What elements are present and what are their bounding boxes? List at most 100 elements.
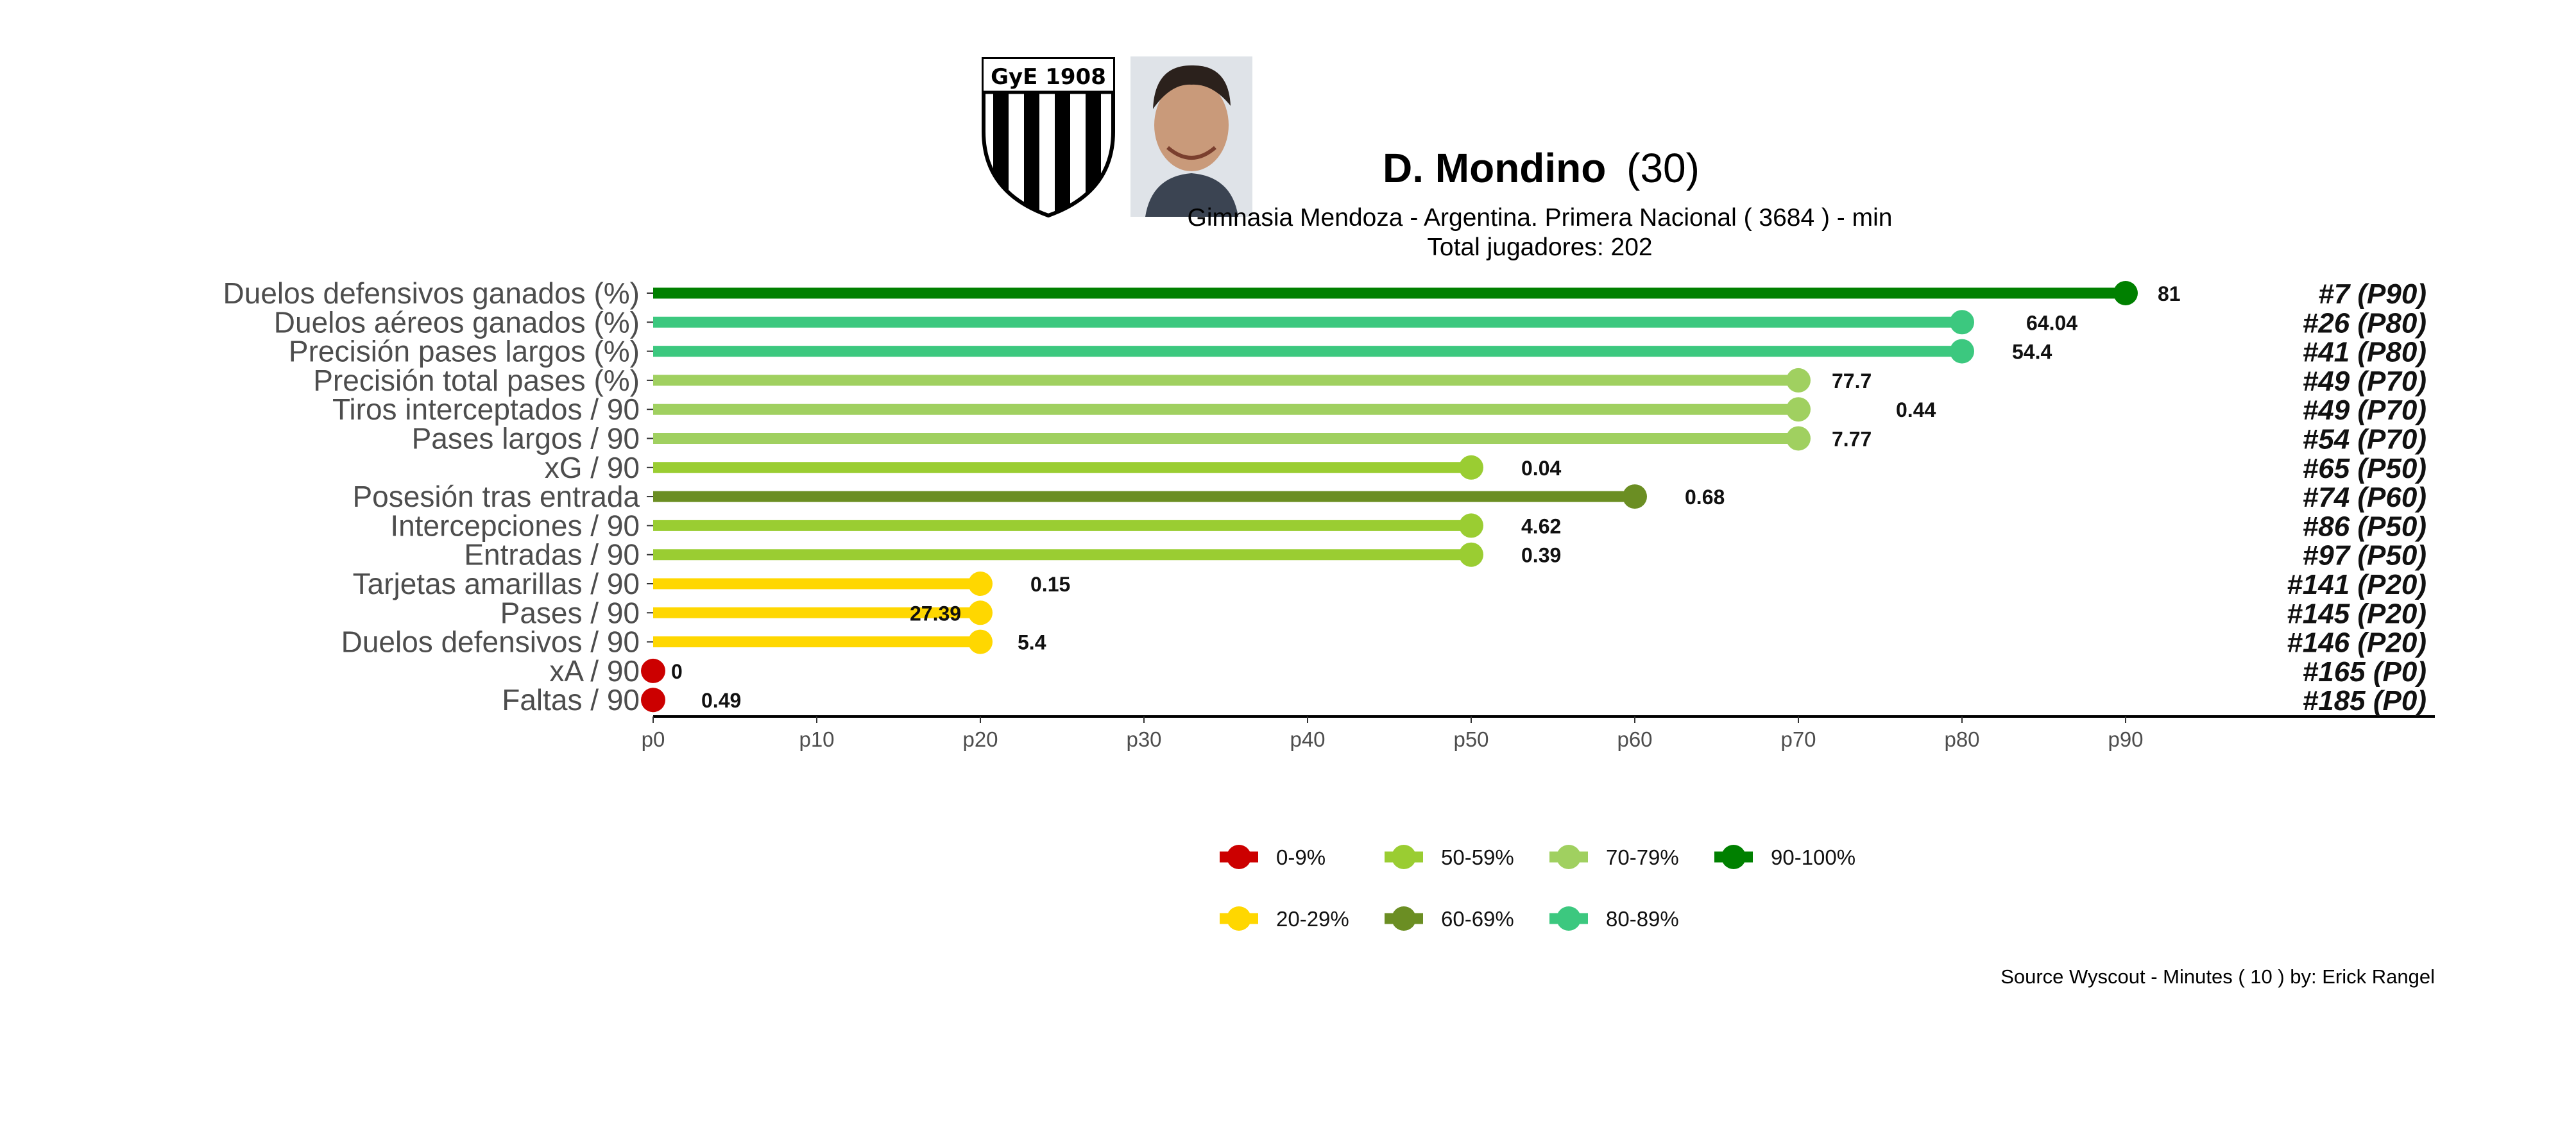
value-label: 0 (671, 660, 683, 683)
value-label: 7.77 (1832, 428, 1872, 451)
value-label: 77.7 (1832, 369, 1872, 393)
data-row: Tiros interceptados / 90 0.44 #49 (P70) (332, 393, 2427, 426)
x-tick-label: p30 (1126, 727, 1161, 751)
lollipop-point (1786, 397, 1811, 422)
metric-label: xA / 90 (549, 654, 640, 688)
x-tick-label: p60 (1617, 727, 1652, 751)
legend-item: 60-69% (1385, 906, 1514, 931)
rank-label: #49 (P70) (2303, 366, 2427, 397)
x-tick-label: p40 (1290, 727, 1325, 751)
legend-label: 90-100% (1771, 845, 1855, 869)
data-row: Duelos defensivos / 90 5.4 #146 (P20) (341, 625, 2427, 659)
data-row: Pases / 90 27.39 #145 (P20) (500, 596, 2427, 629)
rank-label: #49 (P70) (2303, 394, 2427, 426)
legend-label: 20-29% (1276, 907, 1349, 931)
legend-label: 80-89% (1606, 907, 1679, 931)
rank-label: #41 (P80) (2303, 337, 2427, 368)
rank-label: #97 (P50) (2303, 540, 2427, 572)
metric-label: Pases / 90 (500, 596, 640, 629)
legend-label: 70-79% (1606, 845, 1679, 869)
value-label: 64.04 (2026, 311, 2077, 334)
rank-label: #141 (P20) (2287, 569, 2427, 600)
x-tick-label: p50 (1453, 727, 1488, 751)
lollipop-point (641, 688, 665, 713)
x-tick-label: p90 (2108, 727, 2143, 751)
value-label: 81 (2158, 282, 2181, 305)
lollipop-point (1786, 426, 1811, 451)
lollipop-point (1459, 455, 1483, 480)
metric-label: Duelos defensivos / 90 (341, 625, 640, 659)
data-row: Precisión total pases (%) 77.7 #49 (P70) (313, 364, 2427, 397)
legend: 0-9% 50-59% 70-79% 90-100% 20-29% 60-69% 80-89… (1220, 845, 1855, 931)
subtitle: Gimnasia Mendoza - Argentina. Primera Na… (1188, 204, 1893, 232)
x-tick-label: p80 (1944, 727, 1979, 751)
source-caption: Source Wyscout - Minutes ( 10 ) by: Eric… (2000, 965, 2435, 988)
rank-label: #54 (P70) (2303, 424, 2427, 455)
rank-label: #146 (P20) (2287, 627, 2427, 659)
lollipop-point (1950, 339, 1974, 364)
legend-item: 70-79% (1549, 845, 1679, 869)
lollipop-point (1623, 484, 1647, 509)
legend-swatch-dot (1392, 845, 1416, 869)
data-row: Posesión tras entrada 0.68 #74 (P60) (353, 480, 2427, 513)
x-tick-label: p0 (642, 727, 665, 751)
rank-label: #185 (P0) (2303, 685, 2427, 716)
value-label: 0.49 (701, 689, 741, 712)
lollipop-rows: Duelos defensivos ganados (%) 81 #7 (P90)D… (223, 276, 2427, 716)
rank-label: #7 (P90) (2318, 278, 2427, 310)
value-label: 0.15 (1030, 573, 1070, 596)
legend-item: 50-59% (1385, 845, 1514, 869)
value-label: 0.04 (1521, 457, 1561, 480)
value-label: 5.4 (1018, 631, 1046, 654)
data-row: Precisión pases largos (%) 54.4 #41 (P80) (289, 335, 2427, 368)
metric-label: Intercepciones / 90 (390, 509, 640, 542)
value-label: 27.39 (910, 602, 961, 625)
metric-label: Posesión tras entrada (353, 480, 640, 513)
club-crest-text: GyE 1908 (991, 64, 1106, 90)
metric-label: Faltas / 90 (502, 683, 640, 716)
rank-label: #145 (P20) (2287, 598, 2427, 629)
value-label: 4.62 (1521, 514, 1561, 538)
value-label: 0.39 (1521, 544, 1561, 567)
legend-swatch-dot (1227, 845, 1251, 869)
metric-label: Entradas / 90 (464, 538, 640, 572)
legend-swatch-dot (1557, 845, 1581, 869)
legend-swatch-dot (1721, 845, 1746, 869)
legend-swatch-dot (1392, 906, 1416, 931)
total-players: Total jugadores: 202 (1427, 233, 1652, 261)
rank-label: #26 (P80) (2303, 307, 2427, 339)
lollipop-point (1786, 368, 1811, 393)
page-title: D. Mondino (30) (1383, 145, 1700, 191)
legend-label: 50-59% (1441, 845, 1514, 869)
player-name: D. Mondino (1383, 145, 1606, 191)
data-row: Duelos aéreos ganados (%) 64.04 #26 (P80) (274, 305, 2427, 339)
metric-label: Duelos defensivos ganados (%) (223, 276, 640, 310)
data-row: Tarjetas amarillas / 90 0.15 #141 (P20) (353, 567, 2427, 600)
legend-item: 0-9% (1220, 845, 1326, 869)
data-row: Faltas / 90 0.49 #185 (P0) (502, 683, 2427, 716)
player-photo (1130, 56, 1252, 217)
lollipop-point (1459, 542, 1483, 567)
data-row: Entradas / 90 0.39 #97 (P50) (464, 538, 2427, 572)
legend-item: 20-29% (1220, 906, 1349, 931)
metric-label: xG / 90 (545, 451, 640, 484)
metric-label: Precisión pases largos (%) (289, 335, 640, 368)
x-tick-label: p70 (1780, 727, 1816, 751)
legend-item: 90-100% (1714, 845, 1855, 869)
data-row: Pases largos / 90 7.77 #54 (P70) (412, 422, 2427, 455)
lollipop-point (968, 629, 993, 654)
lollipop-point (968, 572, 993, 596)
metric-label: Duelos aéreos ganados (%) (274, 305, 640, 339)
data-row: xA / 90 0 #165 (P0) (549, 654, 2427, 688)
rank-label: #74 (P60) (2303, 482, 2427, 513)
rank-label: #86 (P50) (2303, 511, 2427, 542)
lollipop-point (968, 600, 993, 625)
player-age: (30) (1626, 145, 1700, 191)
data-row: Duelos defensivos ganados (%) 81 #7 (P90) (223, 276, 2427, 310)
x-tick-label: p20 (962, 727, 998, 751)
club-crest-logo: GyE 1908 (982, 57, 1115, 218)
legend-swatch-dot (1227, 906, 1251, 931)
lollipop-point (2113, 281, 2138, 305)
legend-label: 60-69% (1441, 907, 1514, 931)
